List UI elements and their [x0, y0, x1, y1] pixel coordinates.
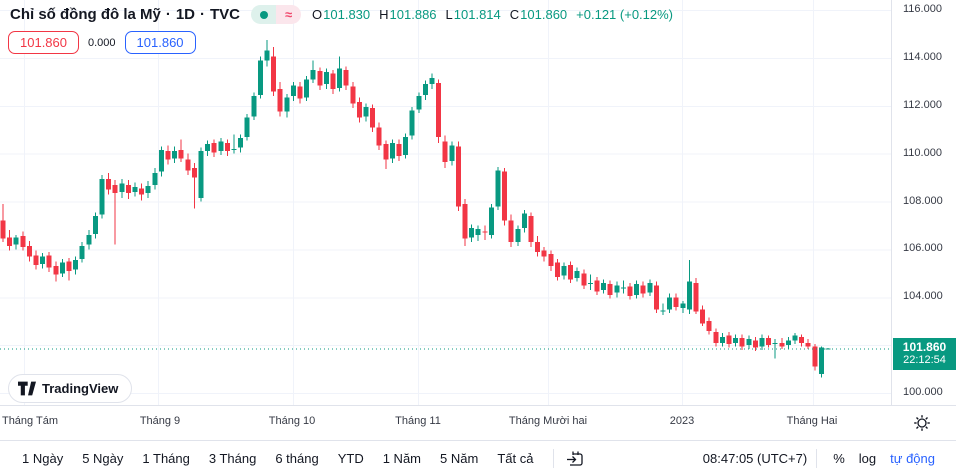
market-open-icon — [259, 10, 268, 19]
range-button-ytd[interactable]: YTD — [330, 447, 372, 470]
market-status-pill[interactable]: ≈ — [251, 5, 302, 24]
gear-icon — [914, 415, 930, 431]
spread-value: 0.000 — [88, 36, 116, 49]
chart-pane[interactable]: Chỉ số đồng đô la Mỹ · 1D · TVC ≈ O 101.8… — [0, 0, 956, 441]
range-buttons: 1 Ngày 5 Ngày 1 Tháng 3 Tháng 6 tháng YTD 1 Nă… — [14, 447, 544, 470]
percent-scale-button[interactable]: % — [826, 447, 852, 470]
watermark-brand: TradingView — [42, 381, 119, 396]
log-scale-button[interactable]: log — [852, 447, 883, 470]
title-separator: · — [200, 6, 206, 23]
tradingview-logo-icon — [18, 381, 36, 396]
price-axis-label: 100.000 — [903, 386, 943, 399]
toolbar-divider — [553, 448, 555, 468]
high-value: 101.886 — [389, 7, 437, 22]
symbol-title[interactable]: Chỉ số đồng đô la Mỹ · 1D · TVC — [10, 6, 240, 23]
title-separator: · — [165, 6, 171, 23]
range-button-1-ngày[interactable]: 1 Ngày — [14, 447, 71, 470]
axis-settings-button[interactable] — [910, 411, 934, 435]
range-button-3-tháng[interactable]: 3 Tháng — [201, 447, 264, 470]
open-label: O — [312, 7, 323, 22]
low-value: 101.814 — [453, 7, 501, 22]
time-axis-label: Tháng 11 — [395, 415, 441, 427]
low-label: L — [445, 7, 453, 22]
open-value: 101.830 — [323, 7, 371, 22]
trade-buttons: 101.860 0.000 101.860 — [8, 31, 196, 54]
interval-label[interactable]: 1D — [175, 6, 196, 23]
last-price-value: 101.860 — [902, 339, 947, 354]
price-axis-label: 108.000 — [903, 194, 943, 207]
time-axis[interactable]: Tháng Tám Tháng 9 Tháng 10 Tháng 11 Tháng Mư… — [0, 405, 956, 441]
close-label: C — [509, 7, 520, 22]
price-axis-label: 114.000 — [903, 50, 942, 63]
range-button-1-năm[interactable]: 1 Năm — [375, 447, 429, 470]
bar-countdown: 22:12:54 — [903, 353, 946, 366]
symbol-name[interactable]: Chỉ số đồng đô la Mỹ — [10, 6, 161, 23]
change-value: +0.121 (+0.12%) — [576, 7, 674, 22]
time-axis-label: Tháng 9 — [139, 415, 181, 427]
range-button-5-ngày[interactable]: 5 Ngày — [74, 447, 131, 470]
range-button-6-tháng[interactable]: 6 tháng — [267, 447, 326, 470]
price-axis-label: 106.000 — [903, 242, 943, 255]
price-axis-label: 116.000 — [903, 3, 942, 15]
range-button-tất-cả[interactable]: Tất cả — [489, 447, 541, 470]
last-price-badge: 101.860 22:12:54 — [893, 337, 956, 371]
time-axis-label: 2023 — [669, 415, 695, 427]
bottom-toolbar: 1 Ngày 5 Ngày 1 Tháng 3 Tháng 6 tháng YTD 1 Nă… — [0, 440, 956, 475]
ohlc-legend: O 101.830 H 101.886 L 101.814 C 101.860 +0.1… — [312, 7, 673, 22]
price-axis-label: 104.000 — [903, 290, 943, 303]
sell-button[interactable]: 101.860 — [8, 31, 79, 54]
close-value: 101.860 — [520, 7, 568, 22]
price-axis-label: 110.000 — [903, 146, 942, 159]
price-axis[interactable]: 101.860 22:12:54 116.000 114.000 112.000 11… — [891, 0, 956, 405]
time-axis-label: Tháng Mười hai — [508, 415, 588, 427]
toolbar-divider — [816, 448, 818, 468]
time-axis-label: Tháng Tám — [1, 415, 59, 427]
time-axis-label: Tháng Hai — [786, 415, 838, 427]
clock[interactable]: 08:47:05 (UTC+7) — [702, 450, 808, 466]
go-to-date-icon — [567, 451, 584, 466]
range-button-5-năm[interactable]: 5 Năm — [432, 447, 486, 470]
tradingview-watermark[interactable]: TradingView — [8, 374, 133, 403]
candlestick-chart[interactable] — [0, 0, 891, 405]
exchange-label: TVC — [210, 6, 241, 23]
auto-scale-button[interactable]: tự động — [883, 447, 942, 470]
time-axis-label: Tháng 10 — [268, 415, 316, 427]
delayed-data-icon: ≈ — [284, 7, 293, 22]
range-button-1-tháng[interactable]: 1 Tháng — [134, 447, 197, 470]
price-axis-label: 112.000 — [903, 98, 942, 111]
chart-header: Chỉ số đồng đô la Mỹ · 1D · TVC ≈ O 101.8… — [10, 5, 673, 24]
buy-button[interactable]: 101.860 — [124, 31, 196, 54]
go-to-date-button[interactable] — [563, 446, 588, 471]
high-label: H — [379, 7, 389, 22]
